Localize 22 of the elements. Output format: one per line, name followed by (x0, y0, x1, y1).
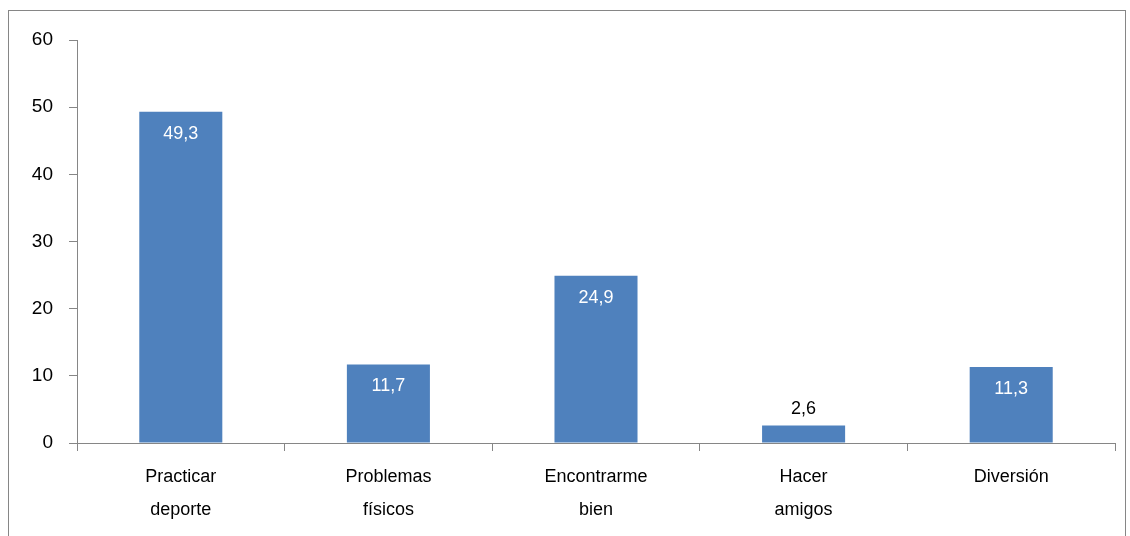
data-label: 11,3 (994, 378, 1029, 399)
data-label: 11,7 (371, 375, 406, 396)
data-label: 2,6 (791, 397, 817, 418)
x-tick-label: Problemas físicos (345, 466, 432, 519)
y-tick-label: 0 (42, 431, 53, 453)
x-tick-label: Diversión (973, 466, 1049, 487)
x-tick-label: Encontrarme bien (544, 466, 648, 519)
y-tick-label: 20 (31, 296, 53, 318)
y-tick-label: 40 (31, 162, 53, 184)
bar (762, 425, 846, 443)
x-tick-label: Hacer amigos (774, 466, 833, 519)
x-tick-label: Practicar deporte (145, 466, 217, 519)
y-tick-label: 60 (31, 28, 53, 50)
data-label: 24,9 (578, 286, 614, 307)
bar (139, 111, 223, 443)
y-tick-label: 50 (31, 95, 53, 117)
data-label: 49,3 (163, 122, 199, 143)
bar (554, 275, 638, 443)
bar (969, 367, 1053, 443)
y-tick-label: 10 (31, 364, 53, 386)
bar (346, 364, 430, 443)
y-tick-label: 30 (31, 229, 53, 251)
